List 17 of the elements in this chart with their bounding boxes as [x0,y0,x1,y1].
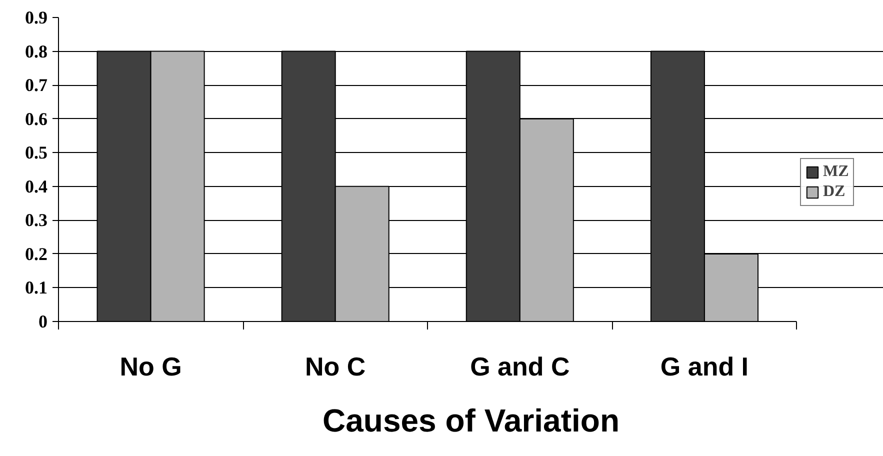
y-tick-label: 0.5 [25,142,48,163]
x-tick-label: G and C [470,352,570,382]
y-tick-label: 0 [38,312,48,332]
y-tick-label: 0.3 [25,210,48,230]
y-tick-label: 0.1 [25,278,48,298]
y-tick-label: 0.8 [25,41,48,62]
legend-label: DZ [823,183,846,201]
y-tick-label: 0.4 [25,176,48,196]
x-tick-label: No G [120,352,182,382]
x-tick-label: No C [305,352,366,382]
y-tick-label: 0.2 [25,244,48,264]
legend-label: MZ [823,163,849,181]
y-tick-label: 0.7 [25,75,48,96]
x-axis-title: Causes of Variation [322,402,620,438]
x-tick-label: G and I [660,352,749,382]
y-tick-label: 0.6 [25,108,48,129]
y-tick-label: 0.9 [25,8,48,28]
